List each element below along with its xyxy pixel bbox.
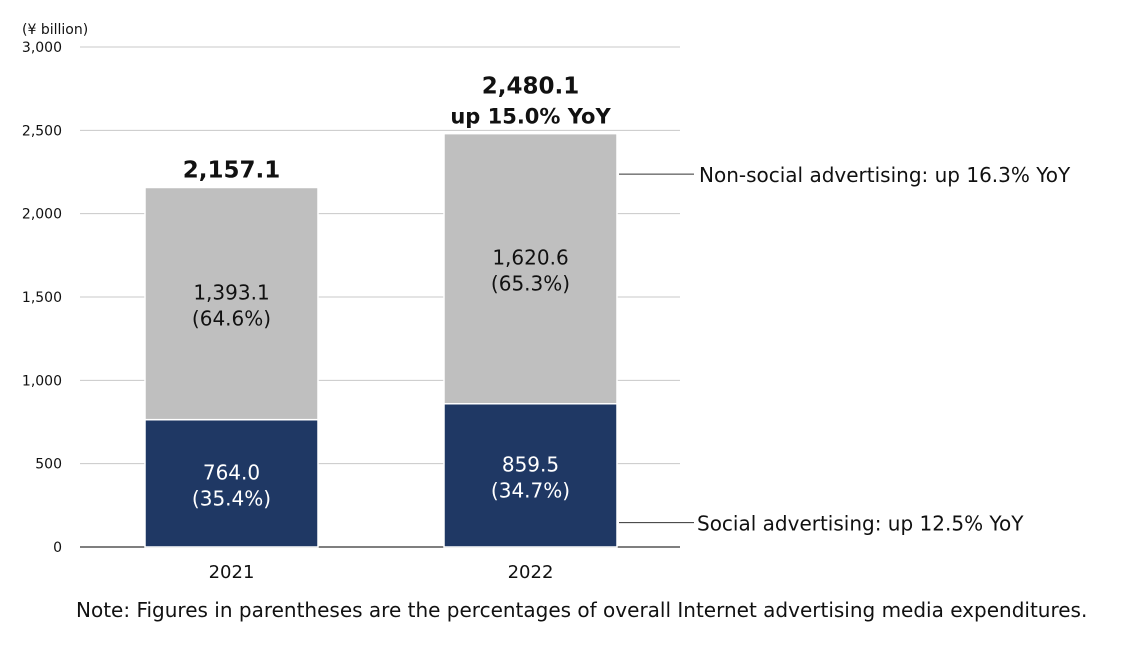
segment-share-label: (65.3%) xyxy=(491,272,570,296)
segment-value-label: 1,393.1 xyxy=(193,281,269,305)
total-yoy-label: up 15.0% YoY xyxy=(450,105,611,129)
total-labels: 2,157.1 2,480.1 up 15.0% YoY xyxy=(183,74,612,184)
y-tick-label: 2,000 xyxy=(22,207,62,223)
segment-value-label: 764.0 xyxy=(203,460,260,484)
x-tick-label: 2021 xyxy=(209,562,255,583)
y-tick-label: 2,500 xyxy=(22,123,62,139)
segment-value-label: 1,620.6 xyxy=(492,246,568,270)
bar-segment-social-2021 xyxy=(144,418,319,548)
y-tick-label: 3,000 xyxy=(22,40,62,56)
y-tick-label: 1,500 xyxy=(22,290,62,306)
total-label: 2,480.1 xyxy=(482,74,580,100)
stacked-bar-chart: (¥ billion) 0 500 1,000 1,500 2,000 2,500 3,00… xyxy=(22,22,1071,583)
series-annotation-non-social: Non-social advertising: up 16.3% YoY xyxy=(699,163,1071,187)
bar-segment-social-2022 xyxy=(443,403,618,548)
x-tick-labels: 2021 2022 xyxy=(209,562,554,583)
bar-segment-non-social-2021 xyxy=(144,186,319,421)
y-tick-labels: 0 500 1,000 1,500 2,000 2,500 3,000 xyxy=(22,40,62,556)
segment-share-label: (64.6%) xyxy=(192,307,271,331)
bars xyxy=(144,132,618,548)
segment-share-label: (34.7%) xyxy=(491,478,570,502)
y-tick-label: 0 xyxy=(53,540,62,556)
y-tick-label: 500 xyxy=(35,457,62,473)
segment-share-label: (35.4%) xyxy=(192,486,271,510)
footnote: Note: Figures in parentheses are the per… xyxy=(76,598,1088,622)
x-tick-label: 2022 xyxy=(508,562,554,583)
series-annotation-social: Social advertising: up 12.5% YoY xyxy=(697,512,1024,536)
y-axis-unit-label: (¥ billion) xyxy=(22,22,88,38)
series-annotations: Social advertising: up 12.5% YoY Non-soci… xyxy=(619,163,1071,536)
segment-value-label: 859.5 xyxy=(502,452,559,476)
y-tick-label: 1,000 xyxy=(22,373,62,389)
segment-labels: 764.0(35.4%) 1,393.1(64.6%) 859.5(34.7%) 1,… xyxy=(192,246,570,511)
total-label: 2,157.1 xyxy=(183,157,281,183)
bar-segment-non-social-2022 xyxy=(443,132,618,405)
